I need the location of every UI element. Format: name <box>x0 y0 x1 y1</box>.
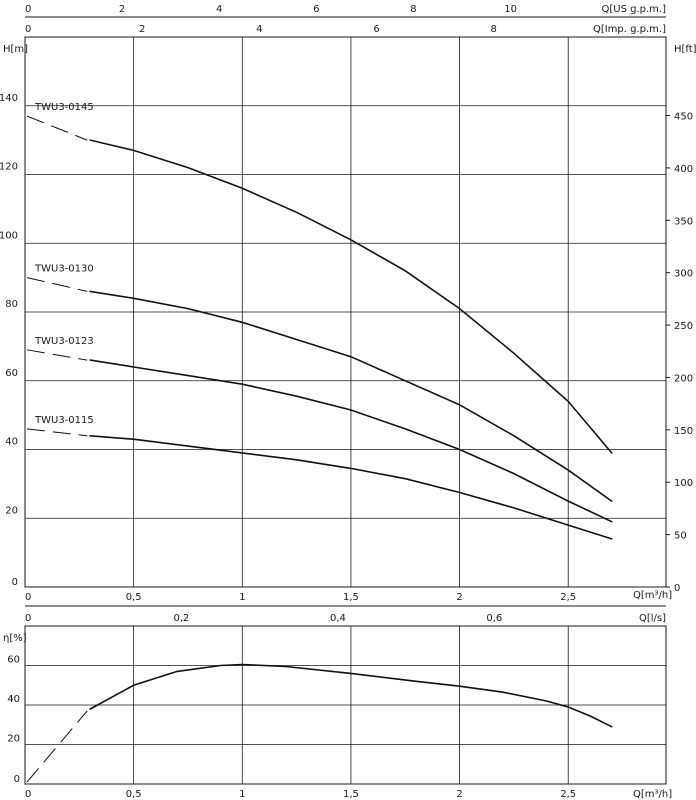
head-curve-dashed-extension <box>26 277 88 292</box>
head-y-tick-label: 40 <box>5 437 18 448</box>
head-series-labels: TWU3-0145 TWU3-0130 TWU3-0123 TWU3-0115 <box>34 102 94 426</box>
eff-x-tick-label: 0,5 <box>126 789 142 800</box>
eff-curve-dashed-extension <box>26 710 88 783</box>
us-gpm-tick-label: 6 <box>313 4 319 15</box>
head-curves <box>26 115 613 540</box>
eff-curves <box>26 663 613 783</box>
us-gpm-tick-label: 10 <box>504 4 517 15</box>
us-gpm-tick-label: 8 <box>410 4 416 15</box>
ls-tick-label: 0,6 <box>486 613 502 624</box>
head-series-label: TWU3-0115 <box>34 415 94 426</box>
head-tick-labels: 0204060801001201400501001502002503003504… <box>0 93 693 603</box>
us-gpm-tick-label: 4 <box>216 4 222 15</box>
head-y2-axis-label: H[ft] <box>674 44 696 55</box>
head-y-tick-label: 100 <box>0 230 18 241</box>
head-curve-line <box>89 434 613 540</box>
head-y2-tick-label: 0 <box>674 583 680 594</box>
eff-grid <box>25 626 666 784</box>
ls-tick-label: 0,4 <box>330 613 346 624</box>
head-curve-line <box>89 139 613 454</box>
eff-y-tick-label: 20 <box>7 734 20 745</box>
head-x-tick-label: 0 <box>25 592 31 603</box>
head-y2-tick-label: 150 <box>674 426 693 437</box>
eff-y-tick-label: 40 <box>7 694 20 705</box>
ls-axis-label: Q[l/s] <box>639 613 666 624</box>
ls-tick-label: 0,2 <box>173 613 189 624</box>
head-x-axis-label: Q[m³/h] <box>633 590 672 601</box>
head-y2-tick-label: 350 <box>674 216 693 227</box>
head-y-axis-label: H[m] <box>3 44 28 55</box>
eff-y-tick-label: 60 <box>7 655 20 666</box>
head-y-tick-label: 20 <box>5 505 18 516</box>
eff-x-tick-label: 2 <box>456 789 462 800</box>
head-x-tick-label: 2 <box>456 592 462 603</box>
head-y2-tick-label: 100 <box>674 478 693 489</box>
head-series-label: TWU3-0123 <box>34 336 94 347</box>
head-curve-dashed-extension <box>26 115 88 141</box>
head-series-label: TWU3-0145 <box>34 102 94 113</box>
head-curve-dashed-extension <box>26 428 88 437</box>
head-y-tick-label: 120 <box>0 162 18 173</box>
head-y2-tick-label: 300 <box>674 269 693 280</box>
head-y-tick-label: 140 <box>0 93 18 104</box>
eff-x-tick-label: 1 <box>239 789 245 800</box>
eff-x-axis-label: Q[m³/h] <box>633 789 672 800</box>
head-grid <box>25 37 666 587</box>
eff-x-tick-label: 0 <box>25 789 31 800</box>
us-gpm-axis-label: Q[US g.p.m.] <box>602 4 667 15</box>
eff-curve-line <box>89 663 613 728</box>
imp-gpm-axis-label: Q[Imp. g.p.m.] <box>593 24 666 35</box>
head-curve-line <box>89 290 613 502</box>
us-gpm-tick-label: 2 <box>119 4 125 15</box>
head-y2-tick-label: 50 <box>674 531 687 542</box>
head-x-tick-label: 1 <box>239 592 245 603</box>
head-series-label: TWU3-0130 <box>34 264 94 275</box>
eff-y-tick-label: 0 <box>14 774 20 785</box>
imp-gpm-tick-label: 6 <box>373 24 379 35</box>
ls-tick-label: 0 <box>25 613 31 624</box>
eff-tick-labels: 0 20 40 60 0 0,5 1 1,5 2 2,5 <box>7 655 576 800</box>
head-y-tick-label: 60 <box>5 368 18 379</box>
imp-gpm-tick-label: 8 <box>491 24 497 35</box>
head-curve-dashed-extension <box>26 349 88 361</box>
head-x-tick-label: 1,5 <box>343 592 359 603</box>
head-y2-tick-label: 250 <box>674 321 693 332</box>
imp-gpm-tick-label: 0 <box>25 24 31 35</box>
head-curve-line <box>89 359 613 523</box>
head-y2-tick-label: 450 <box>674 112 693 123</box>
us-gpm-tick-label: 0 <box>25 4 31 15</box>
head-x-tick-label: 2,5 <box>560 592 576 603</box>
imp-gpm-tick-label: 4 <box>256 24 262 35</box>
eff-x-tick-label: 2,5 <box>560 789 576 800</box>
head-x-tick-label: 0,5 <box>126 592 142 603</box>
head-y-tick-label: 0 <box>12 577 18 588</box>
head-y2-tick-label: 400 <box>674 164 693 175</box>
head-y2-tick-label: 200 <box>674 373 693 384</box>
eff-x-tick-label: 1,5 <box>343 789 359 800</box>
imp-gpm-tick-label: 2 <box>139 24 145 35</box>
eff-y-axis-label: η[%] <box>3 633 27 644</box>
head-y-tick-label: 80 <box>5 299 18 310</box>
